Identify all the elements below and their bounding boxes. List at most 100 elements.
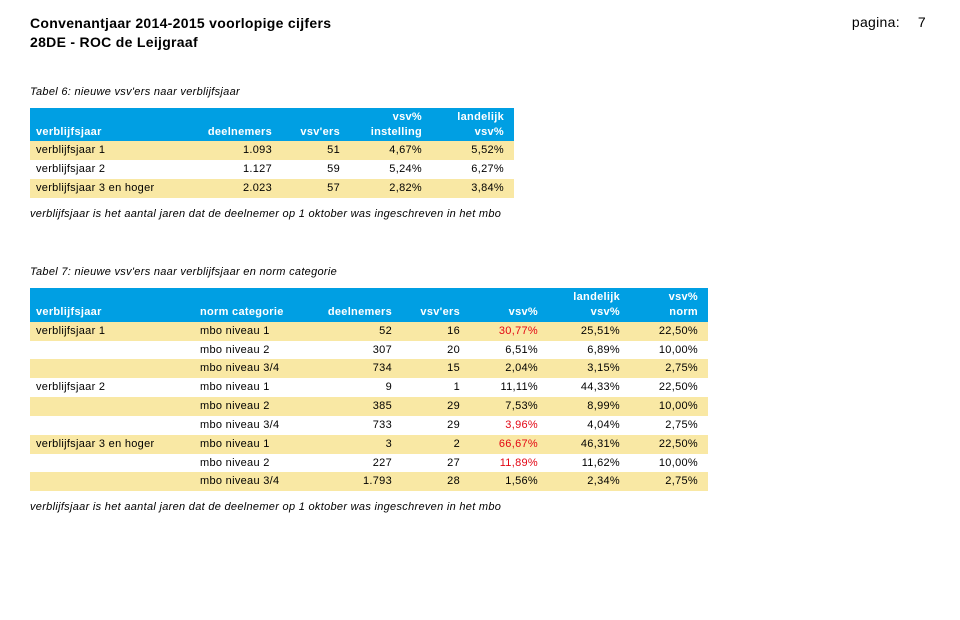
table-cell: 10,00%: [630, 341, 708, 360]
table-cell: 29: [402, 397, 470, 416]
table6-title: Tabel 6: nieuwe vsv'ers naar verblijfsja…: [30, 86, 926, 98]
col-header: vsv%instelling: [350, 108, 432, 142]
table-cell: 4,67%: [350, 141, 432, 160]
table-cell: 46,31%: [548, 435, 630, 454]
table-cell: mbo niveau 2: [194, 454, 312, 473]
col-header: norm categorie: [194, 288, 312, 322]
table-row: mbo niveau 3/4733293,96%4,04%2,75%: [30, 416, 708, 435]
table-row: mbo niveau 3/41.793281,56%2,34%2,75%: [30, 472, 708, 491]
col-header: vsv'ers: [402, 288, 470, 322]
table-cell: 28: [402, 472, 470, 491]
col-header: landelijkvsv%: [432, 108, 514, 142]
table-cell: 2,75%: [630, 359, 708, 378]
table-cell: 1.793: [312, 472, 402, 491]
table-cell: 1,56%: [470, 472, 548, 491]
table-cell: 9: [312, 378, 402, 397]
table-row: verblijfsjaar 2mbo niveau 19111,11%44,33…: [30, 378, 708, 397]
table-cell: 4,04%: [548, 416, 630, 435]
table-cell: 3: [312, 435, 402, 454]
table-cell: 1.093: [194, 141, 282, 160]
table-cell: 44,33%: [548, 378, 630, 397]
table-cell: 57: [282, 179, 350, 198]
table-cell: 11,89%: [470, 454, 548, 473]
table7-title: Tabel 7: nieuwe vsv'ers naar verblijfsja…: [30, 266, 926, 278]
table-cell: mbo niveau 3/4: [194, 472, 312, 491]
table-cell: 6,51%: [470, 341, 548, 360]
table-cell: 734: [312, 359, 402, 378]
table-cell: 22,50%: [630, 435, 708, 454]
col-header: vsv%norm: [630, 288, 708, 322]
table-cell: verblijfsjaar 2: [30, 160, 194, 179]
col-header: landelijkvsv%: [548, 288, 630, 322]
table-cell: 20: [402, 341, 470, 360]
table-cell: 5,24%: [350, 160, 432, 179]
header-line2: 28DE - ROC de Leijgraaf: [30, 33, 331, 52]
table-cell: [30, 359, 194, 378]
table-cell: verblijfsjaar 2: [30, 378, 194, 397]
table-cell: 2,34%: [548, 472, 630, 491]
table-cell: 22,50%: [630, 322, 708, 341]
table-cell: 3,84%: [432, 179, 514, 198]
header-left: Convenantjaar 2014-2015 voorlopige cijfe…: [30, 14, 331, 52]
table-cell: mbo niveau 3/4: [194, 416, 312, 435]
table-row: mbo niveau 2385297,53%8,99%10,00%: [30, 397, 708, 416]
header-right: pagina: 7: [852, 14, 926, 30]
table-cell: 2,75%: [630, 472, 708, 491]
col-header: deelnemers: [194, 108, 282, 142]
table6-note: verblijfsjaar is het aantal jaren dat de…: [30, 208, 926, 220]
header-line1: Convenantjaar 2014-2015 voorlopige cijfe…: [30, 14, 331, 33]
table-cell: 1.127: [194, 160, 282, 179]
col-header: vsv'ers: [282, 108, 350, 142]
table-cell: 2: [402, 435, 470, 454]
page-number: 7: [918, 14, 926, 30]
table-cell: 8,99%: [548, 397, 630, 416]
table-cell: 1: [402, 378, 470, 397]
table-cell: 2,82%: [350, 179, 432, 198]
table-cell: [30, 341, 194, 360]
table-cell: [30, 472, 194, 491]
col-header: deelnemers: [312, 288, 402, 322]
table-cell: 733: [312, 416, 402, 435]
table-cell: 6,27%: [432, 160, 514, 179]
table-cell: 59: [282, 160, 350, 179]
table-row: verblijfsjaar 21.127595,24%6,27%: [30, 160, 514, 179]
col-header: vsv%: [470, 288, 548, 322]
table-cell: 11,62%: [548, 454, 630, 473]
table-header-row: verblijfsjaardeelnemersvsv'ersvsv%instel…: [30, 108, 514, 142]
table-cell: verblijfsjaar 3 en hoger: [30, 179, 194, 198]
table-cell: 22,50%: [630, 378, 708, 397]
table-row: mbo niveau 22272711,89%11,62%10,00%: [30, 454, 708, 473]
table-cell: [30, 416, 194, 435]
table-cell: [30, 397, 194, 416]
table-cell: verblijfsjaar 3 en hoger: [30, 435, 194, 454]
table-row: verblijfsjaar 3 en hoger2.023572,82%3,84…: [30, 179, 514, 198]
table-cell: mbo niveau 3/4: [194, 359, 312, 378]
table-cell: 5,52%: [432, 141, 514, 160]
page-label: pagina:: [852, 14, 900, 30]
table-cell: mbo niveau 1: [194, 378, 312, 397]
table-row: mbo niveau 3/4734152,04%3,15%2,75%: [30, 359, 708, 378]
col-header: verblijfsjaar: [30, 108, 194, 142]
table-cell: verblijfsjaar 1: [30, 141, 194, 160]
table-cell: [30, 454, 194, 473]
table7-note: verblijfsjaar is het aantal jaren dat de…: [30, 501, 926, 513]
table-cell: 385: [312, 397, 402, 416]
col-header: verblijfsjaar: [30, 288, 194, 322]
table-cell: 10,00%: [630, 454, 708, 473]
table-cell: 10,00%: [630, 397, 708, 416]
table-row: verblijfsjaar 3 en hogermbo niveau 13266…: [30, 435, 708, 454]
table-cell: mbo niveau 1: [194, 435, 312, 454]
table-cell: 3,96%: [470, 416, 548, 435]
table-header-row: verblijfsjaarnorm categoriedeelnemersvsv…: [30, 288, 708, 322]
table-cell: 227: [312, 454, 402, 473]
table-cell: 3,15%: [548, 359, 630, 378]
table-cell: 7,53%: [470, 397, 548, 416]
table-cell: 29: [402, 416, 470, 435]
table-cell: mbo niveau 2: [194, 341, 312, 360]
table7: verblijfsjaarnorm categoriedeelnemersvsv…: [30, 288, 708, 491]
table6: verblijfsjaardeelnemersvsv'ersvsv%instel…: [30, 108, 514, 198]
table-row: mbo niveau 2307206,51%6,89%10,00%: [30, 341, 708, 360]
table-cell: 30,77%: [470, 322, 548, 341]
table-cell: 16: [402, 322, 470, 341]
table-cell: 6,89%: [548, 341, 630, 360]
